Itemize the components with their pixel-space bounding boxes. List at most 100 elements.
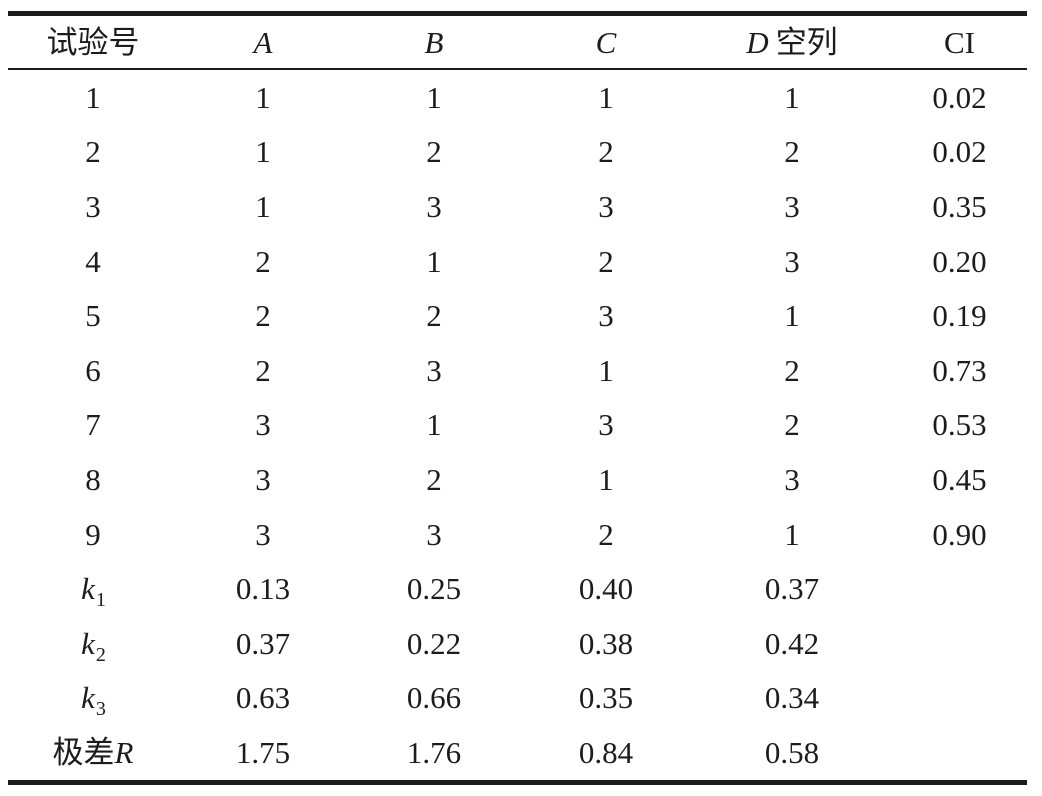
cell-c: 1 [598,79,614,115]
cell-b: 0.22 [406,625,462,661]
run-no: 8 [85,461,101,497]
cell-c: 3 [598,407,614,443]
cell-a: 2 [255,352,271,388]
range-label: 极差R [8,725,178,782]
cell-a: 1 [255,188,271,224]
k1-label: k1 [8,561,178,616]
table-row-run-5: 5 2 2 3 1 0.19 [8,288,1027,343]
cell-d: 2 [784,352,800,388]
cell-ci [892,725,1027,782]
table-row-run-9: 9 3 3 2 1 0.90 [8,507,1027,562]
col-header-ci: CI [944,24,975,60]
empty-column-label: 空列 [775,24,838,60]
cell-ci: 0.20 [932,243,987,279]
cell-d: 3 [784,188,800,224]
cell-b: 3 [426,188,442,224]
cell-a: 0.37 [235,625,291,661]
cell-ci: 0.53 [932,407,987,443]
col-header-trial-no: 试验号 [46,24,140,60]
cell-c: 3 [598,298,614,334]
k-letter: k [81,625,95,661]
header-row: 试验号 A B C D 空列 CI [8,14,1027,70]
cell-d: 1 [784,79,800,115]
cell-a: 2 [255,298,271,334]
factor-d-letter: D [746,24,769,60]
table-row-run-3: 3 1 3 3 3 0.35 [8,179,1027,234]
k2-label: k2 [8,616,178,671]
run-no: 2 [85,134,101,170]
cell-b: 3 [426,516,442,552]
run-no: 1 [85,79,101,115]
cell-ci [892,616,1027,671]
cell-d: 2 [784,407,800,443]
cell-d: 1 [784,516,800,552]
cell-c: 2 [598,516,614,552]
cell-a: 3 [255,407,271,443]
table-row-run-1: 1 1 1 1 1 0.02 [8,69,1027,125]
cell-ci: 0.02 [932,134,987,170]
k3-label: k3 [8,671,178,726]
cell-d: 0.37 [764,571,820,607]
k-subscript: 2 [95,643,106,666]
cell-c: 2 [598,243,614,279]
range-label-cn: 极差 [52,734,115,770]
k-letter: k [81,571,95,607]
cell-c: 1 [598,461,614,497]
cell-b: 0.66 [406,680,462,716]
run-no: 6 [85,352,101,388]
col-header-factor-b: B [424,24,444,60]
cell-ci: 0.19 [932,298,987,334]
cell-a: 3 [255,461,271,497]
cell-d: 0.58 [764,734,820,770]
cell-a: 1.75 [235,734,291,770]
cell-d: 1 [784,298,800,334]
run-no: 7 [85,407,101,443]
cell-ci [892,671,1027,726]
run-no: 9 [85,516,101,552]
cell-ci: 0.45 [932,461,987,497]
table-row-k3: k3 0.63 0.66 0.35 0.34 [8,671,1027,726]
cell-d: 3 [784,461,800,497]
cell-a: 1 [255,134,271,170]
cell-c: 0.35 [578,680,634,716]
table-row-run-4: 4 2 1 2 3 0.20 [8,234,1027,289]
col-header-factor-c: C [595,24,617,60]
cell-c: 0.38 [578,625,634,661]
table-row-run-7: 7 3 1 3 2 0.53 [8,398,1027,453]
cell-d: 0.34 [764,680,820,716]
cell-ci: 0.73 [932,352,987,388]
cell-a: 2 [255,243,271,279]
orthogonal-experiment-table: 试验号 A B C D 空列 CI 1 1 1 1 1 0.02 2 1 2 2 [8,11,1027,785]
table-row-run-2: 2 1 2 2 2 0.02 [8,125,1027,180]
cell-b: 1.76 [406,734,462,770]
cell-ci: 0.90 [932,516,987,552]
cell-b: 2 [426,134,442,170]
cell-d: 2 [784,134,800,170]
cell-a: 0.63 [235,680,291,716]
cell-ci: 0.02 [932,79,987,115]
cell-c: 2 [598,134,614,170]
cell-b: 1 [426,243,442,279]
run-no: 3 [85,188,101,224]
table-row-k2: k2 0.37 0.22 0.38 0.42 [8,616,1027,671]
cell-d: 0.42 [764,625,820,661]
cell-c: 1 [598,352,614,388]
col-header-factor-d-empty: D 空列 [692,14,892,70]
cell-b: 2 [426,461,442,497]
run-no: 5 [85,298,101,334]
cell-d: 3 [784,243,800,279]
run-no: 4 [85,243,101,279]
cell-a: 0.13 [235,571,291,607]
cell-b: 1 [426,407,442,443]
col-header-factor-a: A [253,24,273,60]
table-row-range-r: 极差R 1.75 1.76 0.84 0.58 [8,725,1027,782]
range-letter-r: R [114,734,134,770]
cell-ci: 0.35 [932,188,987,224]
cell-c: 3 [598,188,614,224]
k-subscript: 3 [95,698,106,721]
k-letter: k [81,680,95,716]
cell-a: 1 [255,79,271,115]
cell-ci [892,561,1027,616]
cell-b: 0.25 [406,571,462,607]
